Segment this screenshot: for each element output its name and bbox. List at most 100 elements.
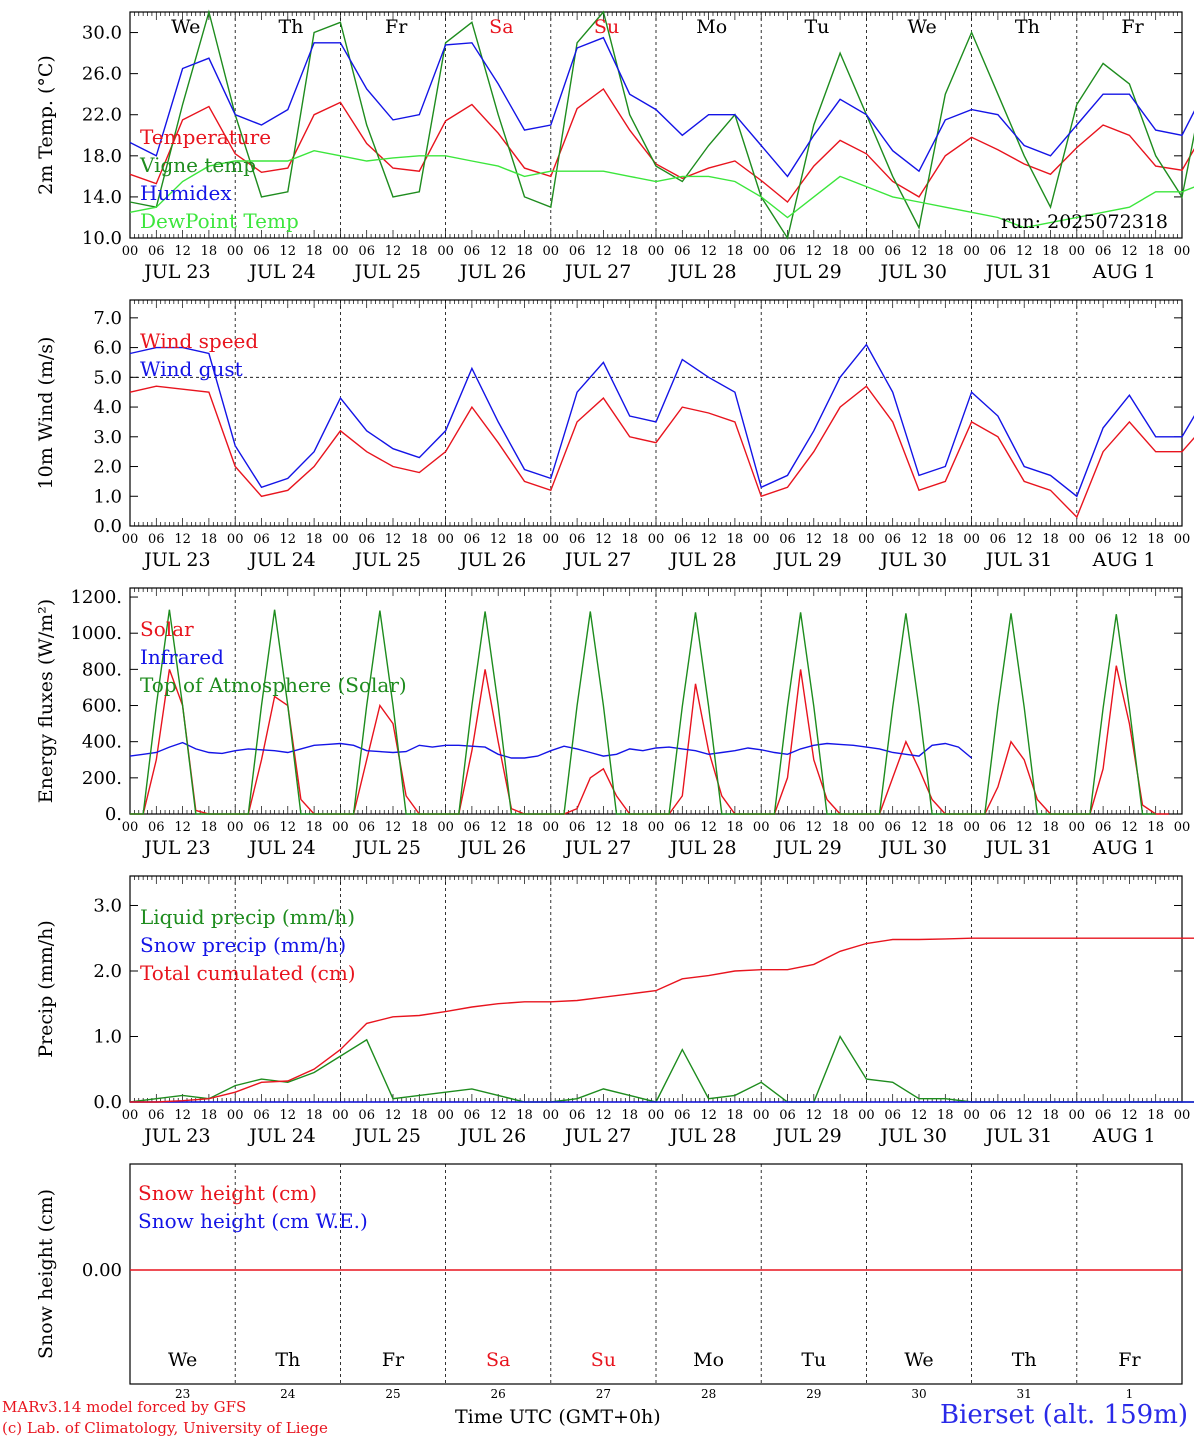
weekday-label: Th bbox=[1012, 1349, 1037, 1371]
hour-tick-label: 00 bbox=[963, 820, 980, 835]
hour-tick-label: 06 bbox=[884, 532, 901, 547]
date-label: JUL 29 bbox=[773, 261, 841, 283]
hour-tick-label: 12 bbox=[700, 532, 717, 547]
legend-item: Snow precip (mm/h) bbox=[140, 933, 346, 957]
y-tick-label: 0. bbox=[105, 804, 122, 825]
y-tick-label: 6.0 bbox=[93, 338, 122, 359]
hour-tick-label: 06 bbox=[569, 532, 586, 547]
date-label: JUL 28 bbox=[668, 1125, 736, 1147]
y-tick-label: 18.0 bbox=[82, 146, 122, 167]
hour-tick-label: 06 bbox=[358, 244, 375, 259]
hour-tick-label: 00 bbox=[543, 532, 560, 547]
date-label: JUL 25 bbox=[353, 549, 421, 571]
weekday-label: We bbox=[168, 1349, 197, 1371]
date-label: JUL 24 bbox=[247, 261, 315, 283]
hour-tick-label: 00 bbox=[963, 244, 980, 259]
hour-tick-label: 12 bbox=[1016, 244, 1033, 259]
hour-tick-label: 00 bbox=[1069, 820, 1086, 835]
series-line-wind-gust bbox=[129, 343, 1194, 498]
legend-item: Liquid precip (mm/h) bbox=[140, 905, 355, 929]
hour-tick-label: 18 bbox=[832, 820, 849, 835]
hour-tick-label: 06 bbox=[148, 244, 165, 259]
hour-tick-label: 18 bbox=[201, 244, 218, 259]
hour-tick-label: 18 bbox=[411, 244, 428, 259]
date-label: JUL 24 bbox=[247, 1125, 315, 1147]
date-label: JUL 23 bbox=[142, 261, 210, 283]
hour-tick-label: 12 bbox=[280, 244, 297, 259]
hour-tick-label: 00 bbox=[332, 820, 349, 835]
hour-tick-label: 18 bbox=[937, 244, 954, 259]
weekday-label: Sa bbox=[489, 16, 513, 38]
legend-item: Wind speed bbox=[140, 329, 258, 353]
hour-tick-label: 18 bbox=[1147, 532, 1164, 547]
hour-tick-label: 00 bbox=[122, 1108, 139, 1123]
hour-tick-label: 18 bbox=[306, 820, 323, 835]
hour-tick-label: 00 bbox=[753, 820, 770, 835]
date-label: JUL 24 bbox=[247, 549, 315, 571]
date-label: JUL 30 bbox=[879, 1125, 947, 1147]
hour-tick-label: 06 bbox=[358, 1108, 375, 1123]
hour-tick-label: 06 bbox=[884, 820, 901, 835]
weekday-label: Su bbox=[591, 1349, 616, 1371]
hour-tick-label: 12 bbox=[911, 532, 928, 547]
hour-tick-label: 12 bbox=[1016, 532, 1033, 547]
hour-tick-label: 06 bbox=[253, 244, 270, 259]
hour-tick-label: 18 bbox=[727, 244, 744, 259]
date-label: JUL 27 bbox=[563, 837, 631, 859]
hour-tick-label: 18 bbox=[516, 1108, 533, 1123]
hour-tick-label: 06 bbox=[779, 820, 796, 835]
hour-tick-label: 18 bbox=[1147, 1108, 1164, 1123]
hour-tick-label: 00 bbox=[227, 820, 244, 835]
hour-tick-label: 00 bbox=[122, 244, 139, 259]
hour-tick-label: 18 bbox=[937, 1108, 954, 1123]
hour-tick-label: 18 bbox=[937, 820, 954, 835]
hour-tick-label: 06 bbox=[779, 532, 796, 547]
date-label: JUL 31 bbox=[984, 1125, 1052, 1147]
legend-item: Temperature bbox=[140, 125, 271, 149]
date-label: JUL 26 bbox=[458, 1125, 526, 1147]
hour-tick-label: 00 bbox=[1174, 532, 1191, 547]
day-number-label: 25 bbox=[385, 1387, 400, 1401]
legend-item: Snow height (cm) bbox=[138, 1181, 317, 1205]
hour-tick-label: 18 bbox=[1147, 820, 1164, 835]
hour-tick-label: 00 bbox=[1069, 244, 1086, 259]
hour-tick-label: 18 bbox=[411, 1108, 428, 1123]
hour-tick-label: 06 bbox=[148, 1108, 165, 1123]
hour-tick-label: 12 bbox=[280, 820, 297, 835]
hour-tick-label: 12 bbox=[806, 820, 823, 835]
panel-3: Energy fluxes (W/m²) bbox=[35, 587, 1183, 815]
day-number-label: 28 bbox=[701, 1387, 716, 1401]
hour-tick-label: 06 bbox=[253, 820, 270, 835]
date-label: AUG 1 bbox=[1092, 549, 1156, 571]
date-label: JUL 31 bbox=[984, 261, 1052, 283]
y-tick-label: 800. bbox=[82, 659, 122, 680]
weekday-label: Th bbox=[278, 16, 303, 38]
legend-item: Infrared bbox=[140, 645, 224, 669]
hour-tick-label: 12 bbox=[385, 820, 402, 835]
hour-tick-label: 18 bbox=[727, 1108, 744, 1123]
date-label: JUL 23 bbox=[142, 1125, 210, 1147]
hour-tick-label: 06 bbox=[990, 1108, 1007, 1123]
weekday-label: Mo bbox=[696, 16, 727, 38]
y-tick-label: 5.0 bbox=[93, 367, 122, 388]
y-tick-label: 1000. bbox=[70, 623, 122, 644]
weekday-label: Th bbox=[1015, 16, 1040, 38]
weekday-label: We bbox=[171, 16, 200, 38]
hour-tick-label: 00 bbox=[437, 532, 454, 547]
hour-tick-label: 06 bbox=[1095, 244, 1112, 259]
hour-tick-label: 06 bbox=[1095, 1108, 1112, 1123]
y-tick-label: 200. bbox=[82, 768, 122, 789]
hour-tick-label: 00 bbox=[122, 532, 139, 547]
hour-tick-label: 18 bbox=[1042, 1108, 1059, 1123]
hour-tick-label: 00 bbox=[648, 1108, 665, 1123]
hour-tick-label: 06 bbox=[569, 244, 586, 259]
hour-tick-label: 06 bbox=[148, 820, 165, 835]
legend-item: Top of Atmosphere (Solar) bbox=[140, 673, 407, 697]
date-label: AUG 1 bbox=[1092, 1125, 1156, 1147]
hour-tick-label: 12 bbox=[595, 820, 612, 835]
hour-tick-label: 06 bbox=[990, 532, 1007, 547]
hour-tick-label: 06 bbox=[674, 244, 691, 259]
series-line-wind-speed bbox=[129, 385, 1194, 519]
